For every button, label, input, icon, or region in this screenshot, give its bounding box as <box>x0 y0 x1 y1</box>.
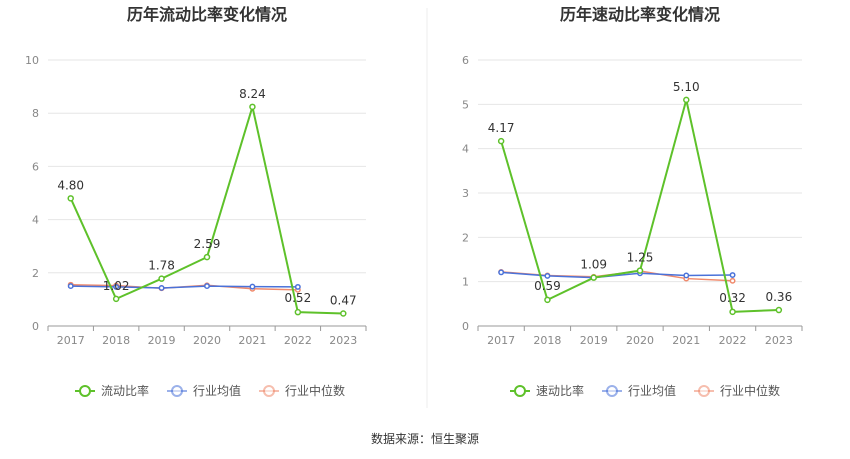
data-label: 0.36 <box>765 290 792 304</box>
data-point <box>638 268 643 273</box>
legend-label: 行业中位数 <box>285 383 345 398</box>
y-tick-label: 3 <box>462 187 469 200</box>
x-tick-label: 2019 <box>580 334 608 347</box>
y-tick-label: 2 <box>462 231 469 244</box>
legend-marker <box>699 386 709 396</box>
y-tick-label: 6 <box>32 160 39 173</box>
data-point <box>159 286 163 290</box>
x-tick-label: 2017 <box>57 334 85 347</box>
data-point <box>250 284 254 288</box>
x-tick-label: 2021 <box>238 334 266 347</box>
data-point <box>730 309 735 314</box>
y-tick-label: 10 <box>25 54 39 67</box>
x-tick-label: 2022 <box>719 334 747 347</box>
data-point <box>776 308 781 313</box>
legend-item-1: 流动比率 <box>75 383 149 398</box>
y-tick-label: 2 <box>32 267 39 280</box>
legend-item-2: 行业均值 <box>602 383 676 398</box>
x-tick-label: 2023 <box>765 334 793 347</box>
x-tick-label: 2018 <box>102 334 130 347</box>
y-tick-label: 1 <box>462 276 469 289</box>
data-point <box>684 97 689 102</box>
data-point <box>730 279 734 283</box>
data-point <box>205 255 210 260</box>
data-label: 1.09 <box>580 258 607 272</box>
data-label: 0.59 <box>534 279 561 293</box>
data-label: 5.10 <box>673 80 700 94</box>
data-point <box>545 297 550 302</box>
legend-label: 行业均值 <box>628 383 676 398</box>
data-label: 0.47 <box>330 293 357 307</box>
data-point <box>730 273 734 277</box>
legend-item-3: 行业中位数 <box>259 383 345 398</box>
data-label: 1.25 <box>627 251 654 265</box>
legend-marker <box>607 386 617 396</box>
legend-label: 行业均值 <box>193 383 241 398</box>
data-point <box>295 310 300 315</box>
chart-title: 历年流动比率变化情况 <box>127 5 287 24</box>
legend-marker <box>264 386 274 396</box>
data-point <box>341 311 346 316</box>
data-point <box>499 270 503 274</box>
y-tick-label: 4 <box>32 214 39 227</box>
chart-title: 历年速动比率变化情况 <box>560 5 720 24</box>
data-label: 2.59 <box>194 237 221 251</box>
chart-1: 历年流动比率变化情况 0 2 4 6 8 10 2017 2018 2019 2020 2021 202… <box>25 5 366 398</box>
data-source-footer: 数据来源：恒生聚源 <box>0 430 850 447</box>
legend-label: 流动比率 <box>101 383 149 398</box>
y-tick-label: 0 <box>32 320 39 333</box>
data-point <box>684 273 688 277</box>
data-point <box>69 284 73 288</box>
y-tick-label: 0 <box>462 320 469 333</box>
x-tick-label: 2021 <box>672 334 700 347</box>
y-tick-label: 4 <box>462 143 469 156</box>
data-label: 1.78 <box>148 259 175 273</box>
data-point <box>499 139 504 144</box>
data-point <box>250 104 255 109</box>
data-label: 4.17 <box>488 121 515 135</box>
legend-marker <box>80 386 90 396</box>
chart-2: 历年速动比率变化情况 0 1 2 3 4 5 6 2017 2018 2019 2020 2021 202… <box>462 5 802 398</box>
legend-label: 行业中位数 <box>720 383 780 398</box>
data-label: 0.52 <box>284 291 311 305</box>
data-point <box>545 274 549 278</box>
data-point <box>114 296 119 301</box>
x-tick-label: 2017 <box>487 334 515 347</box>
x-tick-label: 2020 <box>193 334 221 347</box>
legend-label: 速动比率 <box>536 383 584 398</box>
data-point <box>591 275 596 280</box>
y-tick-label: 6 <box>462 54 469 67</box>
x-tick-label: 2023 <box>329 334 357 347</box>
legend-item-2: 行业均值 <box>167 383 241 398</box>
legend-item-3: 行业中位数 <box>694 383 780 398</box>
data-point <box>68 196 73 201</box>
x-tick-label: 2020 <box>626 334 654 347</box>
data-label: 1.02 <box>103 279 130 293</box>
legend-marker <box>172 386 182 396</box>
y-tick-label: 8 <box>32 107 39 120</box>
x-tick-label: 2019 <box>148 334 176 347</box>
legend-item-1: 速动比率 <box>510 383 584 398</box>
data-label: 4.80 <box>57 178 84 192</box>
data-point <box>205 284 209 288</box>
legend-marker <box>515 386 525 396</box>
x-tick-label: 2022 <box>284 334 312 347</box>
data-point <box>296 285 300 289</box>
data-point <box>159 276 164 281</box>
data-label: 0.32 <box>719 291 746 305</box>
data-label: 8.24 <box>239 87 266 101</box>
x-tick-label: 2018 <box>533 334 561 347</box>
y-tick-label: 5 <box>462 98 469 111</box>
